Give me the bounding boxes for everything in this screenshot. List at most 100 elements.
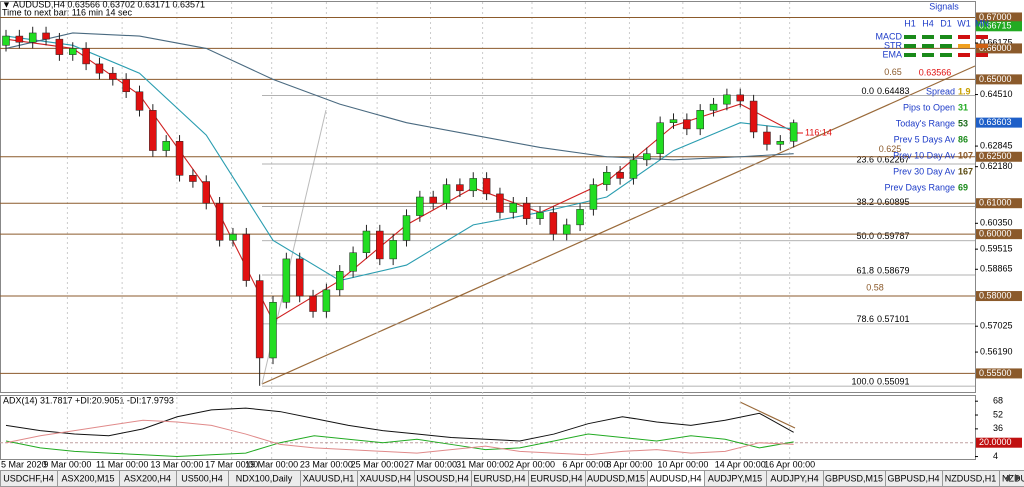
- tab-label[interactable]: NZDU: [1002, 473, 1024, 483]
- price-label: 0.62180: [980, 161, 1013, 171]
- tab-label[interactable]: GBPUSD,M15: [825, 473, 883, 483]
- candle-body: [616, 171, 624, 179]
- signal-cell: [922, 53, 934, 57]
- candle-body: [269, 301, 277, 359]
- tab-label[interactable]: AUDJPY,H4: [770, 473, 818, 483]
- tab-label[interactable]: ASX200,M15: [61, 473, 114, 483]
- tab-label[interactable]: ASX200,H4: [124, 473, 171, 483]
- info-label: Prev 30 Day Av: [893, 166, 955, 176]
- candle-body: [255, 280, 264, 359]
- tab-label[interactable]: XAUUSD,H4: [360, 473, 412, 483]
- info-label: Prev 10 Day Av: [893, 150, 955, 160]
- price-box-label: 0.61000: [979, 198, 1012, 208]
- symbol-line: ▼ AUDUSD,H4 0.63566 0.63702 0.63171 0.63…: [2, 0, 205, 9]
- candle-body: [482, 178, 491, 195]
- candle-body: [95, 63, 104, 74]
- candle-body: [295, 258, 304, 297]
- level-note: 0.58: [866, 282, 884, 292]
- candle-body: [456, 184, 464, 192]
- candle-body: [763, 131, 771, 145]
- candle-body: [55, 38, 64, 55]
- adx-line: [5, 419, 794, 456]
- candle-body: [376, 230, 384, 260]
- date-label: 8 Apr 00:00: [606, 459, 652, 469]
- candle-body: [416, 196, 424, 216]
- candle-body: [362, 230, 371, 253]
- signal-cell: [904, 53, 916, 57]
- fib-price: 0.57101: [877, 314, 910, 324]
- candle-body: [122, 79, 130, 93]
- price-label: 0.57025: [980, 321, 1013, 331]
- candle-body: [536, 212, 544, 219]
- info-value: 86: [958, 134, 968, 144]
- date-label: 16 Apr 00:00: [764, 459, 815, 469]
- candle-body: [522, 202, 531, 219]
- price-box: [976, 117, 1022, 128]
- tab-label[interactable]: AUDJPY,M15: [708, 473, 762, 483]
- price-box-label: 0.66715: [979, 21, 1012, 31]
- signal-name: EMA: [882, 49, 902, 59]
- tab-label[interactable]: XAUUSD,H1: [303, 473, 355, 483]
- price-box-label: 0.65000: [979, 74, 1012, 84]
- date-label: 13 Mar 00:00: [150, 459, 203, 469]
- candle-body: [28, 32, 37, 43]
- price-label: 0.62845: [980, 140, 1013, 150]
- price-label: 0.56190: [980, 346, 1013, 356]
- tab-label[interactable]: GBPUSD,H4: [887, 473, 939, 483]
- fib-level: 78.6: [856, 314, 874, 324]
- candle-body: [509, 202, 518, 213]
- date-label: 9 Mar 00:00: [43, 459, 91, 469]
- tab-label[interactable]: USDCHF,H4: [3, 473, 54, 483]
- info-value: 167: [958, 166, 973, 176]
- candle-body: [336, 271, 344, 291]
- signal-cell: [922, 44, 934, 48]
- candle-body: [229, 233, 237, 241]
- fib-price: 0.62267: [877, 154, 910, 164]
- fib-level: 50.0: [856, 231, 874, 241]
- price-box: [976, 291, 1022, 302]
- candle-body: [389, 240, 397, 260]
- candle-body: [402, 215, 411, 241]
- adx-title: ADX(14) 31.7817 +DI:20.9051 -DI:17.9793: [3, 395, 174, 405]
- main-frame: [0, 1, 976, 393]
- tab-scroll-arrows[interactable]: [1005, 474, 1020, 482]
- signal-cell: [940, 53, 952, 57]
- fib-price: 0.60895: [877, 197, 910, 207]
- tab-label[interactable]: US500,H4: [181, 473, 223, 483]
- tab-label[interactable]: EURUSD,H4: [473, 473, 525, 483]
- tab-label[interactable]: USOUSD,H4: [416, 473, 469, 483]
- signal-column: MN: [975, 18, 989, 28]
- tab-label[interactable]: NDX100,Daily: [236, 473, 293, 483]
- price-box: [976, 74, 1022, 85]
- signal-cell: [904, 44, 916, 48]
- candle-body: [736, 94, 744, 102]
- tab-label[interactable]: AUDUSD,M15: [587, 473, 645, 483]
- candle-body: [789, 122, 798, 142]
- adx-tick-label: 4: [993, 451, 998, 461]
- adx-tick-label: 52: [993, 409, 1003, 419]
- candle-body: [562, 224, 571, 235]
- info-label: Prev Days Range: [884, 182, 955, 192]
- candle-body: [442, 184, 451, 204]
- tab-label[interactable]: EURUSD,H4: [530, 473, 582, 483]
- info-label: Spread: [926, 86, 955, 96]
- price-box: [976, 43, 1022, 54]
- date-label: 2 Apr 00:00: [509, 459, 555, 469]
- info-value: 53: [958, 118, 968, 128]
- candle-body: [202, 181, 210, 204]
- fib-level: 38.2: [856, 197, 874, 207]
- date-label: 31 Mar 00:00: [456, 459, 509, 469]
- candle-body: [603, 171, 611, 185]
- tab-label[interactable]: AUDUSD,H4: [649, 473, 701, 483]
- tab-label[interactable]: NZDUSD,H1: [945, 473, 997, 483]
- candle-body: [2, 35, 10, 46]
- date-label: 6 Apr 00:00: [562, 459, 608, 469]
- price-label: 0.60350: [980, 218, 1013, 228]
- info-value: 31: [958, 102, 968, 112]
- adx-tick-label: 68: [993, 396, 1003, 406]
- signal-column: H4: [922, 18, 934, 28]
- price-box-label: 0.58000: [979, 290, 1012, 300]
- candle-body: [175, 141, 184, 176]
- candle-body: [776, 141, 785, 145]
- price-box-label: 0.62500: [979, 151, 1012, 161]
